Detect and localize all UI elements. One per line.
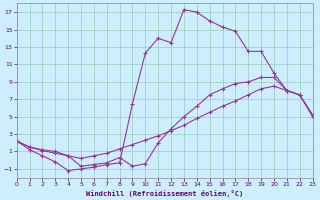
X-axis label: Windchill (Refroidissement éolien,°C): Windchill (Refroidissement éolien,°C) [86, 190, 243, 197]
